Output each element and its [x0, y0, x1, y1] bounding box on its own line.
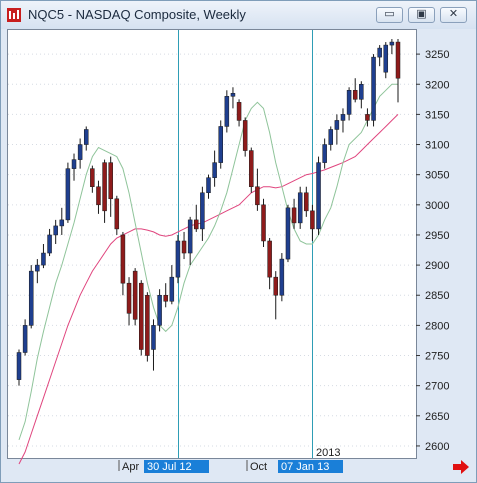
candle-down — [120, 234, 126, 284]
candle-down — [395, 41, 401, 79]
candle-up — [59, 219, 65, 227]
candle-up — [279, 258, 285, 296]
date-highlight — [144, 460, 209, 473]
candle-up — [151, 325, 156, 350]
candle-up — [71, 159, 77, 169]
candle-down — [291, 207, 297, 224]
candle-down — [194, 219, 199, 230]
candle-up — [187, 219, 193, 254]
candle-up — [47, 234, 52, 254]
candle-down — [261, 204, 266, 242]
y-tick-label: 2800 — [425, 320, 449, 332]
window-title: NQC5 - NASDAQ Composite, Weekly — [28, 7, 246, 22]
y-tick-label: 3000 — [425, 200, 449, 212]
candle-up — [175, 240, 181, 278]
candle-down — [365, 114, 370, 121]
candle-up — [41, 252, 46, 266]
close-icon: ✕ — [448, 7, 459, 20]
y-tick-label: 2700 — [425, 381, 449, 393]
candle-down — [236, 102, 242, 121]
candle-up — [383, 44, 389, 73]
candle-up — [35, 264, 40, 272]
y-tick-label: 3250 — [425, 49, 449, 61]
candle-up — [377, 47, 382, 58]
y-tick-label: 2950 — [425, 230, 449, 242]
candle-up — [346, 90, 352, 115]
candle-down — [90, 168, 95, 187]
candle-up — [53, 225, 58, 236]
candle-down — [181, 240, 187, 254]
y-tick-label: 2900 — [425, 260, 449, 272]
slow-moving-average-line — [18, 114, 399, 465]
candle-down — [310, 210, 315, 230]
x-tick-label: Oct — [250, 461, 267, 473]
candle-down — [132, 270, 138, 320]
y-tick-label: 3200 — [425, 79, 449, 91]
candle-up — [206, 177, 211, 194]
candle-down — [163, 294, 168, 302]
candle-down — [96, 186, 101, 206]
candle-up — [316, 162, 321, 230]
candle-up — [22, 325, 28, 353]
candle-down — [304, 192, 309, 212]
title-bar[interactable]: NQC5 - NASDAQ Composite, Weekly ▭ ▣ ✕ — [1, 1, 476, 29]
candle-down — [242, 120, 248, 151]
y-tick-label: 3100 — [425, 140, 449, 152]
candle-down — [273, 276, 278, 296]
candle-down — [114, 198, 120, 230]
candle-up — [359, 84, 364, 100]
candle-up — [83, 129, 89, 145]
y-tick-label: 2850 — [425, 290, 449, 302]
candle-down — [249, 150, 254, 187]
candle-down — [126, 282, 132, 314]
candle-up — [297, 192, 303, 224]
candle-up — [16, 352, 22, 380]
candle-down — [255, 186, 260, 206]
candle-up — [224, 96, 230, 127]
close-button[interactable]: ✕ — [440, 7, 467, 23]
candle-up — [389, 41, 395, 46]
candle-up — [77, 144, 83, 160]
candle-up — [200, 192, 205, 230]
candle-down — [102, 162, 107, 212]
y-tick-label: 2750 — [425, 351, 449, 363]
restore-icon: ▣ — [416, 7, 427, 20]
y-tick-label: 3050 — [425, 170, 449, 182]
candle-down — [352, 90, 358, 100]
candle-up — [340, 114, 346, 121]
candle-up — [169, 276, 175, 302]
candle-down — [267, 240, 272, 278]
candle-down — [108, 162, 113, 200]
candle-up — [65, 168, 71, 221]
x-tick-label-highlighted: 07 Jan 13 — [281, 461, 329, 473]
candle-up — [230, 93, 236, 97]
y-tick-label: 3150 — [425, 109, 449, 121]
candle-up — [328, 129, 334, 145]
year-label: 2013 — [316, 447, 340, 459]
scroll-right-arrow-icon[interactable] — [452, 460, 470, 474]
restore-button[interactable]: ▣ — [408, 7, 435, 23]
fast-moving-average-line — [18, 83, 398, 441]
chart-app-icon — [7, 8, 21, 22]
candle-up — [157, 294, 162, 326]
candle-up — [371, 56, 376, 121]
candle-down — [145, 294, 150, 356]
minimize-button[interactable]: ▭ — [376, 7, 403, 23]
candle-up — [334, 120, 340, 130]
candle-up — [28, 270, 34, 326]
date-highlight — [278, 460, 343, 473]
x-tick-label: Apr — [122, 461, 139, 473]
candle-up — [322, 144, 327, 163]
candle-down — [139, 282, 144, 350]
candle-up — [285, 207, 291, 260]
y-tick-label: 2650 — [425, 411, 449, 423]
x-tick-label-highlighted: 30 Jul 12 — [147, 461, 192, 473]
candle-up — [212, 162, 217, 178]
minimize-icon: ▭ — [384, 7, 395, 20]
y-tick-label: 2600 — [425, 441, 449, 453]
candle-up — [218, 126, 223, 163]
